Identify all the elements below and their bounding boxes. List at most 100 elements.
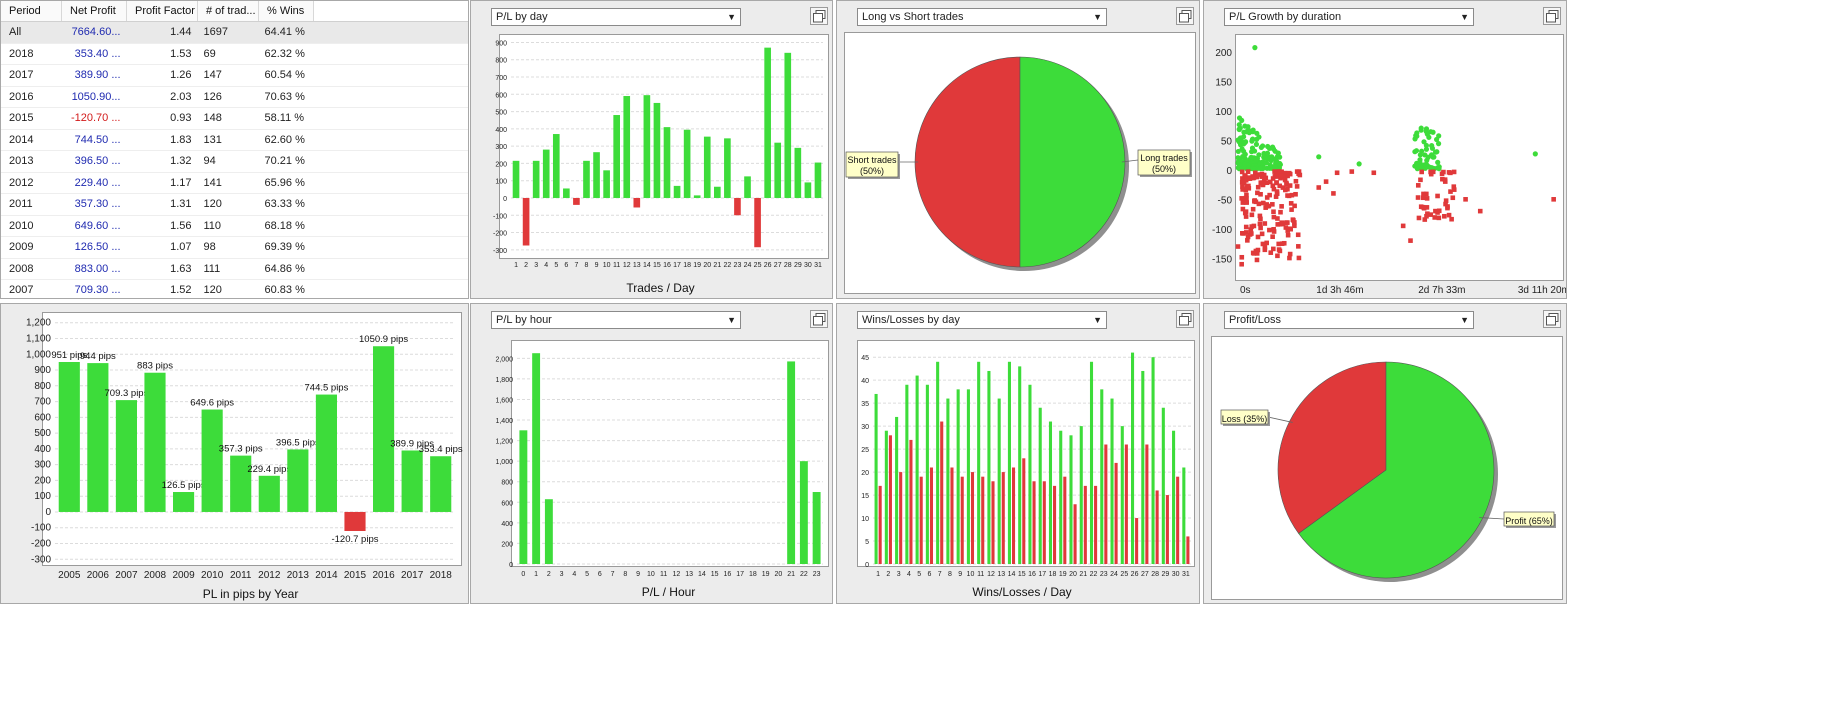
bar — [643, 95, 651, 198]
cell-period: 2016 — [1, 86, 62, 108]
table-row[interactable]: All 7664.60... 1.44 1697 64.41 % — [1, 21, 468, 44]
scatter-point-loss — [1235, 244, 1241, 249]
maximize-button[interactable] — [810, 310, 828, 328]
x-tick-label: 2008 — [144, 570, 167, 581]
maximize-button[interactable] — [810, 7, 828, 25]
col-header-net-profit[interactable]: Net Profit — [61, 1, 127, 22]
x-tick-label: 26 — [764, 262, 772, 269]
scatter-point-loss — [1264, 195, 1270, 200]
cell-spacer — [313, 21, 468, 44]
table-row[interactable]: 2007 709.30 ... 1.52 120 60.83 % — [1, 279, 468, 298]
data-label: 389.9 pips — [390, 438, 434, 449]
table-row[interactable]: 2014 744.50 ... 1.83 131 62.60 % — [1, 129, 468, 151]
cell-spacer — [313, 43, 468, 65]
profit-loss-chart: Loss (35%) Profit (65%) — [1220, 361, 1556, 582]
scatter-point-loss — [1250, 206, 1256, 212]
label-leader — [1479, 517, 1505, 520]
table-row[interactable]: 2008 883.00 ... 1.63 111 64.86 % — [1, 258, 468, 280]
scatter-point-loss — [1289, 192, 1295, 198]
col-header-period[interactable]: Period — [1, 1, 62, 22]
bar-wins — [905, 384, 909, 564]
x-tick-label: 29 — [1161, 571, 1169, 578]
chart-select-pl-hour[interactable]: P/L by hour ▼ — [491, 311, 741, 329]
maximize-button[interactable] — [1543, 7, 1561, 25]
maximize-button[interactable] — [1176, 7, 1194, 25]
table-row[interactable]: 2016 1050.90... 2.03 126 70.63 % — [1, 86, 468, 108]
cell-pct-wins: 62.32 % — [258, 43, 314, 65]
chart-select-growth[interactable]: P/L Growth by duration ▼ — [1224, 8, 1474, 26]
maximize-button[interactable] — [1176, 310, 1194, 328]
bar-losses — [909, 439, 913, 564]
col-header-profit-factor[interactable]: Profit Factor — [126, 1, 198, 22]
scatter-point-loss — [1271, 246, 1276, 252]
table-row[interactable]: 2010 649.60 ... 1.56 110 68.18 % — [1, 215, 468, 237]
col-header-pct-wins[interactable]: % Wins — [258, 1, 314, 22]
bar-losses — [991, 481, 995, 564]
x-tick-label: 23 — [1100, 571, 1108, 578]
maximize-button[interactable] — [1543, 310, 1561, 328]
chart-select-profit-loss[interactable]: Profit/Loss ▼ — [1224, 311, 1474, 329]
y-tick-label: 1,200 — [26, 318, 51, 329]
scatter-point-loss — [1240, 184, 1245, 190]
scatter-point-profit — [1268, 158, 1274, 164]
scatter-point-profit — [1235, 148, 1241, 155]
cell-num-trades: 126 — [197, 86, 259, 108]
scatter-point-loss — [1275, 253, 1280, 259]
cell-period: 2010 — [1, 215, 62, 237]
x-tick-label: 28 — [784, 262, 792, 269]
table-row[interactable]: 2018 353.40 ... 1.53 69 62.32 % — [1, 43, 468, 65]
scatter-point-loss — [1281, 174, 1286, 180]
slice-label: Short trades — [847, 155, 897, 165]
scatter-point-loss — [1293, 191, 1298, 197]
cell-net-profit: 883.00 ... — [61, 258, 127, 280]
chevron-down-icon: ▼ — [1093, 12, 1102, 22]
scatter-point-loss — [1274, 174, 1280, 179]
cell-profit-factor: 1.17 — [126, 172, 198, 194]
bar-wins — [997, 398, 1001, 564]
x-tick-label: 11 — [660, 571, 667, 578]
chart-select-wins-losses[interactable]: Wins/Losses by day ▼ — [857, 311, 1107, 329]
scatter-point-loss — [1400, 223, 1406, 229]
scatter-point-loss — [1239, 169, 1245, 175]
pie-slice — [1277, 361, 1387, 534]
bar — [373, 346, 395, 512]
pl-by-day-chart: -300 -200 -100 0 100 200 300 400 500 600 700 800 900… — [493, 40, 823, 269]
bar-losses — [1042, 481, 1046, 564]
bar-wins — [1182, 467, 1186, 564]
table-row[interactable]: 2013 396.50 ... 1.32 94 70.21 % — [1, 150, 468, 173]
table-row[interactable]: 2017 389.90 ... 1.26 147 60.54 % — [1, 64, 468, 87]
chevron-down-icon: ▼ — [1093, 315, 1102, 325]
cell-period: 2018 — [1, 43, 62, 65]
cell-num-trades: 141 — [197, 172, 259, 194]
scatter-point-loss — [1278, 173, 1284, 179]
bar-losses — [1124, 444, 1128, 564]
data-label: 229.4 pips — [247, 464, 291, 475]
col-header-num-trades[interactable]: # of trad... — [197, 1, 259, 22]
chart-select-pl-day[interactable]: P/L by day ▼ — [491, 8, 741, 26]
scatter-point-loss — [1415, 195, 1421, 200]
chart-select-long-short[interactable]: Long vs Short trades ▼ — [857, 8, 1107, 26]
scatter-point-profit — [1241, 134, 1247, 140]
scatter-point-loss — [1245, 234, 1251, 240]
wins-losses-xlabel: Wins/Losses / Day — [972, 585, 1072, 599]
slice-label-pct: (65%) — [1529, 516, 1553, 526]
x-tick-label: 21 — [787, 571, 795, 578]
scatter-point-loss — [1258, 225, 1263, 231]
x-tick-label: 13 — [685, 571, 693, 578]
table-row[interactable]: 2009 126.50 ... 1.07 98 69.39 % — [1, 236, 468, 259]
bar — [344, 511, 366, 531]
slice-label: Profit (65%) — [1505, 516, 1553, 526]
growth-panel: P/L Growth by duration ▼ -150 -100 -50 0 50 10… — [1203, 0, 1567, 299]
scatter-point-loss — [1424, 191, 1429, 197]
data-label: 883 pips — [137, 361, 173, 372]
table-row[interactable]: 2011 357.30 ... 1.31 120 63.33 % — [1, 193, 468, 216]
scatter-point-loss — [1294, 184, 1300, 189]
table-row[interactable]: 2012 229.40 ... 1.17 141 65.96 % — [1, 172, 468, 194]
scatter-point-loss — [1267, 227, 1272, 233]
y-tick-label: 40 — [861, 378, 869, 385]
table-row[interactable]: 2015 -120.70 ... 0.93 148 58.11 % — [1, 107, 468, 130]
y-tick-label: 0 — [503, 196, 507, 203]
x-tick-label: 2011 — [230, 570, 252, 581]
cell-net-profit: 396.50 ... — [61, 150, 127, 173]
bar-losses — [1053, 485, 1057, 564]
